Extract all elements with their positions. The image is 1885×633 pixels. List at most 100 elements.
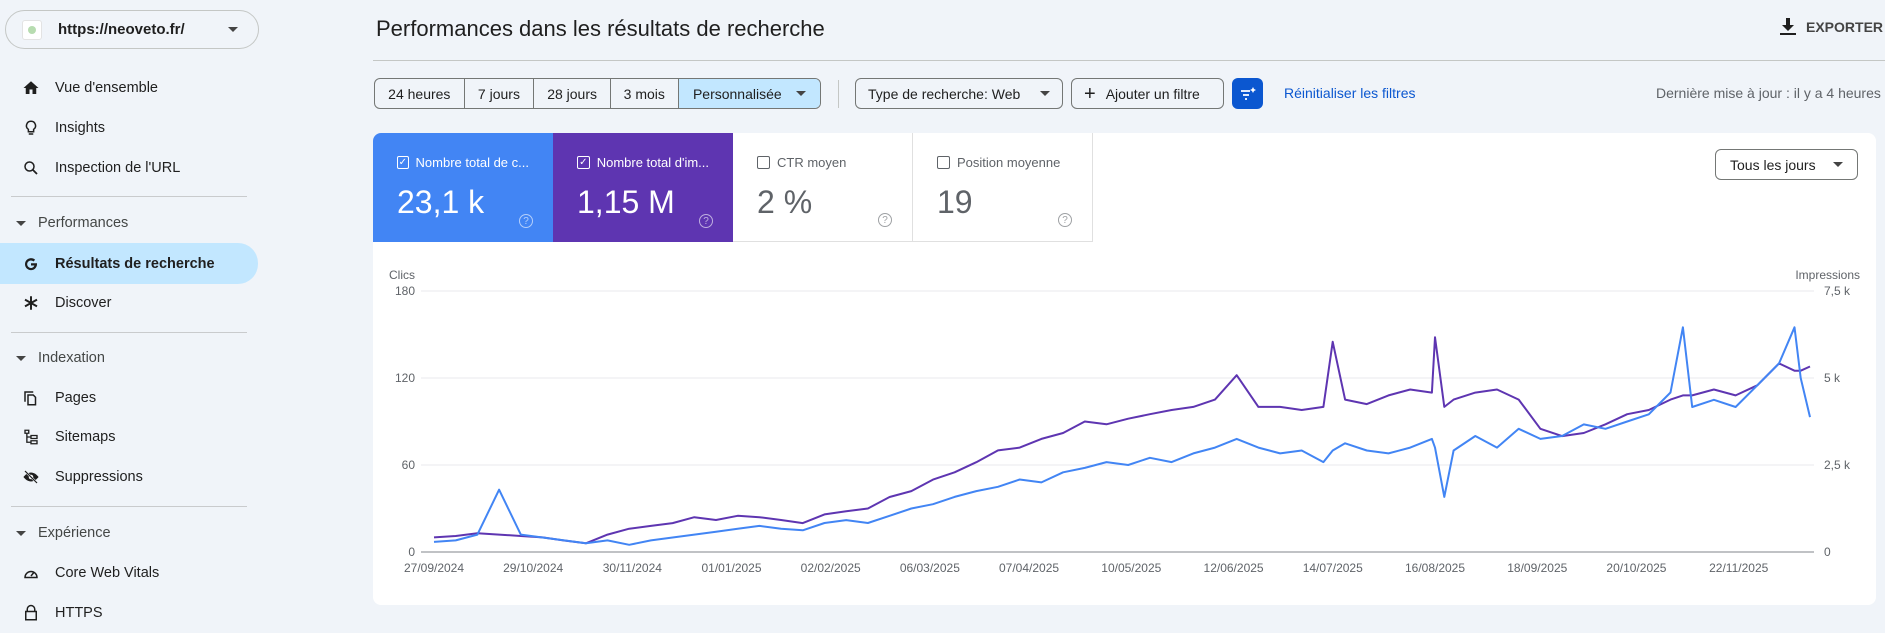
checkbox-unchecked-icon[interactable] — [757, 156, 770, 169]
section-experience[interactable]: Expérience — [16, 525, 111, 541]
reset-filters-link[interactable]: Réinitialiser les filtres — [1284, 85, 1416, 101]
x-tick-label: 20/10/2025 — [1606, 561, 1666, 575]
x-tick-label: 14/07/2025 — [1303, 561, 1363, 575]
checkbox-checked-icon[interactable]: ✓ — [577, 156, 590, 169]
last-update-text: Dernière mise à jour : il y a 4 heures — [1656, 85, 1881, 101]
right-tick-label: 2,5 k — [1824, 458, 1851, 472]
sidebar-item-label: Sitemaps — [55, 429, 116, 445]
eye-off-icon — [23, 470, 39, 484]
sidebar-item-url-inspection[interactable]: Inspection de l'URL — [0, 148, 258, 188]
metric-label: Nombre total de c... — [415, 155, 529, 170]
right-axis-title: Impressions — [1795, 268, 1860, 282]
sitemap-icon — [24, 429, 38, 445]
left-tick-label: 120 — [395, 371, 415, 385]
checkbox-checked-icon[interactable]: ✓ — [397, 156, 409, 169]
sidebar-item-label: Discover — [55, 295, 112, 311]
filter-suggestions-button[interactable] — [1232, 78, 1263, 109]
home-icon — [23, 81, 39, 94]
range-custom[interactable]: Personnalisée — [678, 79, 820, 108]
metric-card-position[interactable]: Position moyenne 19 ? — [913, 133, 1093, 242]
right-tick-label: 5 k — [1824, 371, 1841, 385]
sidebar: https://neoveto.fr/ Vue d'ensemble Insig… — [0, 0, 262, 621]
metric-card-ctr[interactable]: CTR moyen 2 % ? — [733, 133, 913, 242]
sidebar-item-pages[interactable]: Pages — [0, 378, 258, 418]
section-label: Performances — [38, 215, 129, 231]
sidebar-item-label: Pages — [55, 390, 97, 406]
google-g-icon — [25, 257, 38, 270]
x-tick-label: 30/11/2024 — [603, 561, 662, 575]
filter-sparkle-icon — [1240, 86, 1256, 100]
metric-card-clicks[interactable]: ✓ Nombre total de c... 23,1 k ? — [373, 133, 553, 242]
x-tick-label: 10/05/2025 — [1101, 561, 1161, 575]
help-icon[interactable]: ? — [1058, 213, 1072, 227]
sidebar-item-search-results[interactable]: Résultats de recherche — [0, 243, 258, 284]
caret-down-icon — [16, 355, 26, 361]
x-tick-label: 01/01/2025 — [701, 561, 761, 575]
sidebar-item-label: HTTPS — [55, 605, 103, 621]
granularity-dropdown[interactable]: Tous les jours — [1715, 149, 1858, 180]
metric-label: Nombre total d'im... — [596, 155, 709, 170]
divider — [11, 506, 247, 507]
granularity-label: Tous les jours — [1730, 156, 1816, 173]
gauge-icon — [24, 570, 38, 579]
section-indexation[interactable]: Indexation — [16, 350, 105, 366]
metric-value: 19 — [937, 184, 973, 220]
date-range-selector: 24 heures 7 jours 28 jours 3 mois Person… — [374, 78, 821, 109]
x-tick-label: 18/09/2025 — [1507, 561, 1567, 575]
left-tick-label: 60 — [402, 458, 416, 472]
download-icon — [1780, 18, 1796, 35]
asterisk-icon — [24, 296, 38, 310]
plus-icon: + — [1084, 82, 1096, 105]
sidebar-item-overview[interactable]: Vue d'ensemble — [0, 68, 258, 108]
search-type-dropdown[interactable]: Type de recherche: Web — [855, 78, 1063, 109]
performance-chart: Clics Impressions 0 0 60 2,5 k 120 5 k 180 7,5 k 2… — [389, 268, 1860, 575]
property-url: https://neoveto.fr/ — [58, 21, 185, 38]
metric-value: 23,1 k — [397, 184, 485, 220]
divider — [838, 80, 839, 108]
x-tick-label: 16/08/2025 — [1405, 561, 1465, 575]
add-filter-label: Ajouter un filtre — [1105, 85, 1200, 102]
divider — [11, 196, 247, 197]
sidebar-item-insights[interactable]: Insights — [0, 108, 258, 148]
left-axis-title: Clics — [389, 268, 415, 282]
sidebar-item-label: Insights — [55, 120, 105, 136]
help-icon[interactable]: ? — [878, 213, 892, 227]
x-tick-label: 02/02/2025 — [801, 561, 861, 575]
lock-icon — [25, 604, 37, 621]
export-button[interactable]: EXPORTER — [1780, 18, 1883, 36]
add-filter-button[interactable]: + Ajouter un filtre — [1071, 78, 1224, 109]
checkbox-unchecked-icon[interactable] — [937, 156, 950, 169]
metric-label: CTR moyen — [777, 155, 847, 170]
sidebar-item-https[interactable]: HTTPS — [0, 593, 258, 633]
x-tick-label: 29/10/2024 — [503, 561, 563, 575]
caret-down-icon — [795, 91, 806, 96]
sidebar-item-discover[interactable]: Discover — [0, 283, 258, 323]
x-tick-label: 12/06/2025 — [1204, 561, 1264, 575]
help-icon[interactable]: ? — [699, 214, 713, 228]
x-tick-label: 27/09/2024 — [404, 561, 464, 575]
range-3m[interactable]: 3 mois — [611, 79, 679, 108]
range-7d[interactable]: 7 jours — [465, 79, 535, 108]
sidebar-item-sitemaps[interactable]: Sitemaps — [0, 417, 258, 457]
property-selector[interactable]: https://neoveto.fr/ — [5, 10, 259, 49]
metric-card-impressions[interactable]: ✓ Nombre total d'im... 1,15 M ? — [553, 133, 733, 242]
section-performances[interactable]: Performances — [16, 215, 128, 231]
header-divider — [373, 60, 1885, 61]
sidebar-item-removals[interactable]: Suppressions — [0, 457, 258, 497]
pages-icon — [24, 391, 37, 406]
range-custom-label: Personnalisée — [692, 85, 782, 102]
export-label: EXPORTER — [1806, 19, 1884, 35]
metric-label: Position moyenne — [957, 155, 1061, 170]
range-28d[interactable]: 28 jours — [534, 79, 611, 108]
search-icon — [24, 161, 38, 175]
range-24h[interactable]: 24 heures — [375, 79, 465, 108]
caret-down-icon — [16, 530, 26, 536]
page-title: Performances dans les résultats de reche… — [376, 16, 825, 41]
help-icon[interactable]: ? — [519, 214, 533, 228]
lightbulb-icon — [25, 120, 37, 135]
left-tick-label: 180 — [395, 284, 415, 298]
metric-value: 1,15 M — [577, 184, 675, 220]
right-tick-label: 7,5 k — [1824, 284, 1851, 298]
sidebar-item-label: Vue d'ensemble — [55, 80, 158, 96]
sidebar-item-core-web-vitals[interactable]: Core Web Vitals — [0, 553, 258, 593]
